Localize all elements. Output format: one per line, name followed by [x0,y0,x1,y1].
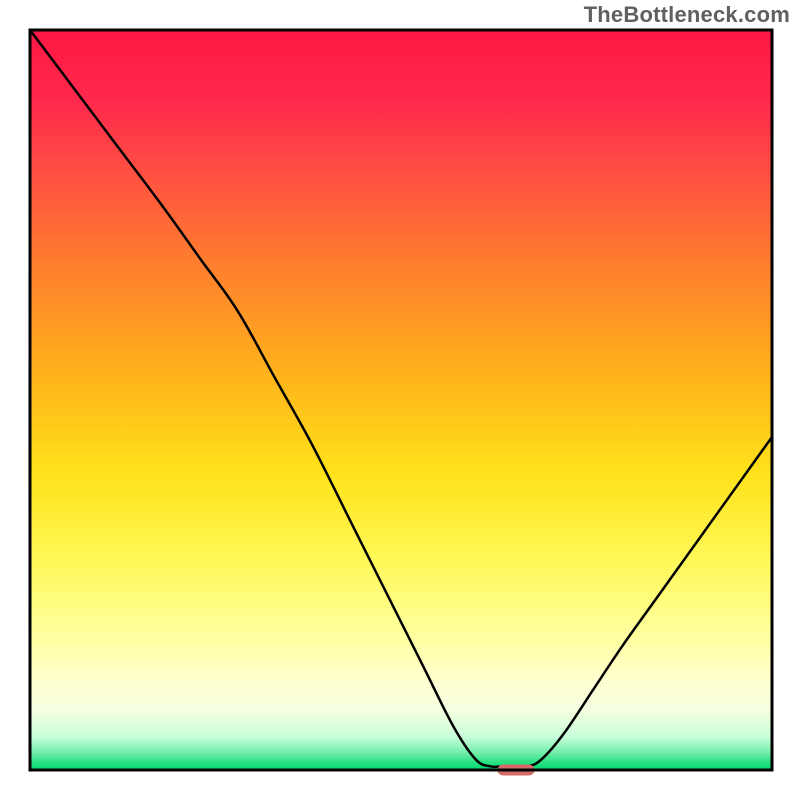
bottleneck-chart [0,0,800,800]
watermark-text: TheBottleneck.com [584,2,790,28]
plot-area [30,30,772,776]
gradient-bg [30,30,772,770]
chart-stage: TheBottleneck.com [0,0,800,800]
